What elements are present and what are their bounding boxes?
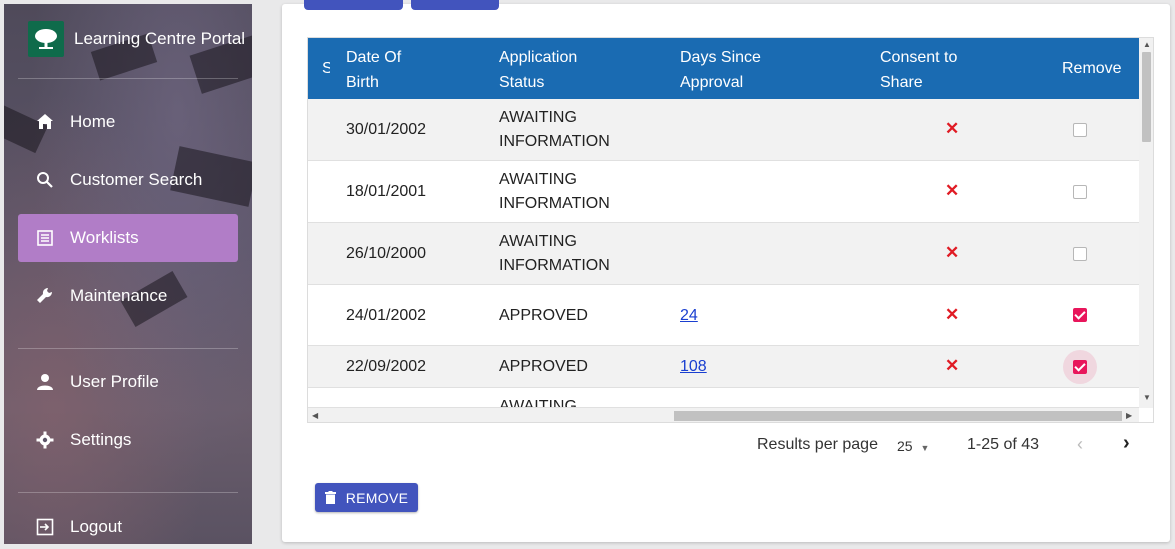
cell-status: APPROVED bbox=[499, 358, 588, 375]
sidebar-item-home[interactable]: Home bbox=[18, 98, 238, 146]
chevron-down-icon: ▼ bbox=[920, 443, 930, 453]
days-since-approval-link[interactable]: 24 bbox=[680, 307, 698, 324]
sidebar-item-user-profile[interactable]: User Profile bbox=[18, 358, 238, 406]
cell-dob: 24/01/2002 bbox=[346, 307, 427, 324]
cell-status: AWAITING INFORMATION bbox=[499, 109, 610, 150]
remove-checkbox[interactable] bbox=[1073, 247, 1087, 261]
sidebar-item-label: Settings bbox=[70, 430, 132, 449]
sidebar-item-label: Maintenance bbox=[70, 286, 168, 305]
remove-button-label: REMOVE bbox=[345, 489, 409, 506]
column-header-remove[interactable]: Remove bbox=[1062, 60, 1122, 77]
consent-cross-icon: ✕ bbox=[945, 119, 960, 138]
remove-checkbox[interactable] bbox=[1073, 360, 1087, 374]
nav-divider bbox=[18, 492, 238, 493]
trash-icon bbox=[324, 491, 336, 504]
sidebar-item-label: Customer Search bbox=[70, 170, 203, 189]
column-header-partial: S bbox=[322, 56, 330, 81]
remove-button[interactable]: REMOVE bbox=[315, 483, 418, 512]
sidebar-item-label: Home bbox=[70, 112, 116, 131]
table-row: AWAITING bbox=[308, 388, 1139, 408]
column-header-dob[interactable]: Date Of Birth bbox=[346, 49, 402, 91]
home-icon bbox=[34, 111, 56, 133]
consent-cross-icon: ✕ bbox=[945, 356, 960, 375]
cell-dob: 18/01/2001 bbox=[346, 183, 427, 200]
table-row: 22/09/2002 APPROVED 108 ✕ bbox=[308, 346, 1139, 388]
sidebar-item-settings[interactable]: Settings bbox=[18, 416, 238, 464]
scroll-down-arrow-icon[interactable]: ▼ bbox=[1143, 393, 1151, 402]
table-row: 26/10/2000 AWAITING INFORMATION ✕ bbox=[308, 223, 1139, 285]
results-per-page-select[interactable]: 25 ▼ bbox=[897, 438, 929, 454]
cell-dob: 22/09/2002 bbox=[346, 358, 427, 375]
search-icon bbox=[34, 169, 56, 191]
consent-cross-icon: ✕ bbox=[945, 305, 960, 324]
scroll-up-arrow-icon[interactable]: ▲ bbox=[1143, 40, 1151, 49]
tree-logo-icon bbox=[28, 21, 64, 57]
sidebar-item-label: Logout bbox=[70, 517, 122, 536]
horizontal-scrollbar[interactable]: ◀ ▶ bbox=[308, 408, 1139, 422]
scroll-left-arrow-icon[interactable]: ◀ bbox=[312, 411, 319, 420]
cell-dob: 30/01/2002 bbox=[346, 121, 427, 138]
vertical-scroll-thumb[interactable] bbox=[1142, 52, 1151, 142]
table-header: S Date Of Birth Application Status Days … bbox=[308, 38, 1139, 99]
scroll-right-arrow-icon[interactable]: ▶ bbox=[1126, 411, 1133, 420]
column-header-consent[interactable]: Consent to Share bbox=[880, 49, 958, 91]
sidebar-item-customer-search[interactable]: Customer Search bbox=[18, 156, 238, 204]
list-icon bbox=[34, 227, 56, 249]
nav-divider bbox=[18, 78, 238, 79]
sidebar-item-maintenance[interactable]: Maintenance bbox=[18, 272, 238, 320]
consent-cross-icon: ✕ bbox=[945, 181, 960, 200]
sidebar-item-logout[interactable]: Logout bbox=[18, 503, 238, 544]
table-row: 18/01/2001 AWAITING INFORMATION ✕ bbox=[308, 161, 1139, 223]
person-icon bbox=[34, 371, 56, 393]
remove-checkbox[interactable] bbox=[1073, 123, 1087, 137]
column-header-days[interactable]: Days Since Approval bbox=[680, 49, 761, 91]
results-per-page-label: Results per page bbox=[757, 436, 878, 453]
cell-dob: 26/10/2000 bbox=[346, 245, 427, 262]
logout-icon bbox=[34, 516, 56, 538]
cell-status: APPROVED bbox=[499, 307, 588, 324]
sidebar-item-label: Worklists bbox=[70, 228, 139, 247]
main-panel: S Date Of Birth Application Status Days … bbox=[282, 0, 1170, 542]
gear-icon bbox=[34, 429, 56, 451]
worklist-table: S Date Of Birth Application Status Days … bbox=[307, 37, 1154, 423]
cell-status: AWAITING INFORMATION bbox=[499, 171, 610, 212]
sidebar-item-label: User Profile bbox=[70, 372, 159, 391]
chevron-right-icon[interactable]: › bbox=[1123, 432, 1130, 454]
per-page-value: 25 bbox=[897, 438, 913, 454]
cell-status: AWAITING bbox=[499, 398, 577, 408]
table-row: 24/01/2002 APPROVED 24 ✕ bbox=[308, 285, 1139, 346]
cell-status: AWAITING INFORMATION bbox=[499, 233, 610, 274]
pagination-range: 1-25 of 43 bbox=[967, 436, 1040, 453]
horizontal-scroll-thumb[interactable] bbox=[674, 411, 1122, 421]
sidebar-item-worklists[interactable]: Worklists bbox=[18, 214, 238, 262]
app-title: Learning Centre Portal bbox=[74, 29, 246, 48]
top-action-button[interactable] bbox=[304, 0, 403, 10]
sidebar: Learning Centre Portal Home Customer Sea… bbox=[4, 4, 252, 544]
consent-cross-icon: ✕ bbox=[945, 243, 960, 262]
days-since-approval-link[interactable]: 108 bbox=[680, 358, 707, 375]
vertical-scrollbar[interactable]: ▲ ▼ bbox=[1139, 38, 1153, 408]
wrench-icon bbox=[34, 285, 56, 307]
remove-checkbox[interactable] bbox=[1073, 308, 1087, 322]
top-action-button[interactable] bbox=[411, 0, 499, 10]
chevron-left-icon[interactable]: ‹ bbox=[1077, 434, 1083, 454]
table-row: 30/01/2002 AWAITING INFORMATION ✕ bbox=[308, 99, 1139, 161]
remove-checkbox[interactable] bbox=[1073, 185, 1087, 199]
brand: Learning Centre Portal bbox=[28, 21, 245, 57]
nav-divider bbox=[18, 348, 238, 349]
column-header-status[interactable]: Application Status bbox=[499, 49, 578, 91]
